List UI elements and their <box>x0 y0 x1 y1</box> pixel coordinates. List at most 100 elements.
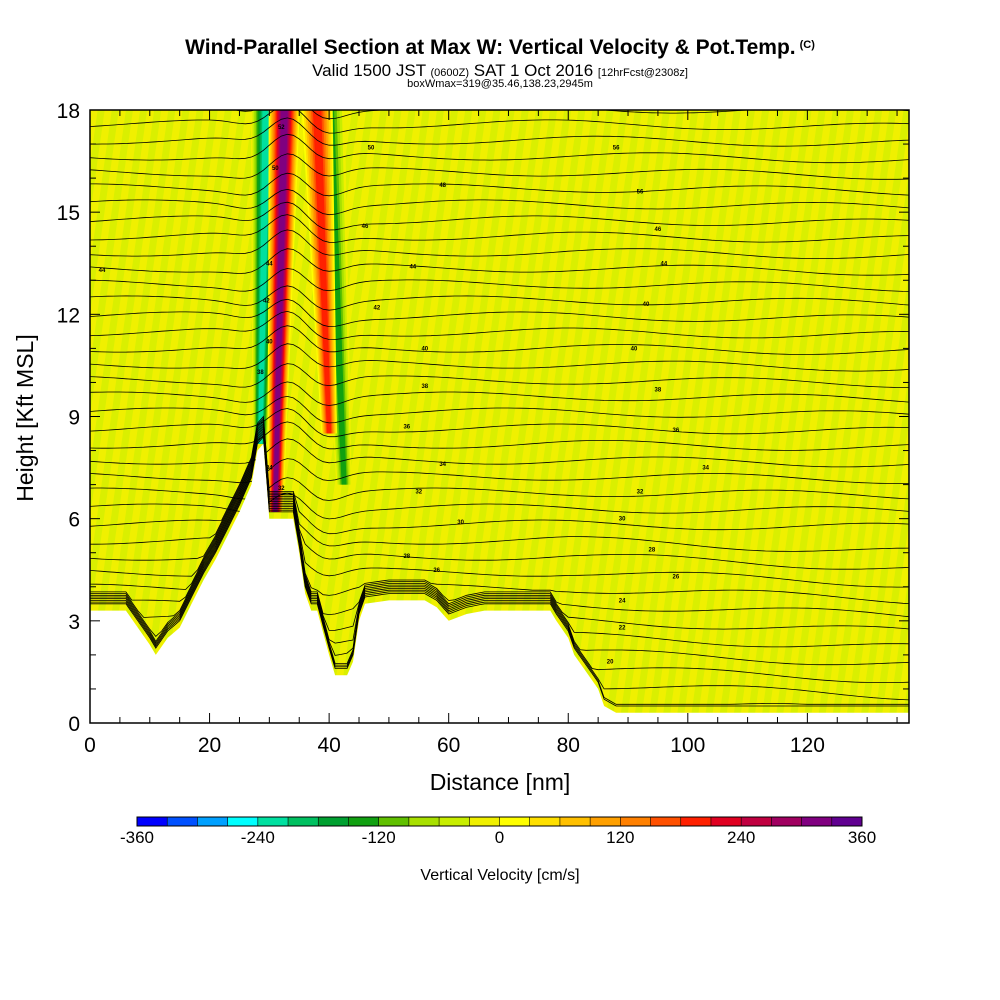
theta-label: 50 <box>272 166 279 172</box>
theta-contour-line <box>90 110 909 134</box>
valid-date: SAT 1 Oct 2016 <box>473 61 594 80</box>
colorbar-swatch <box>227 817 259 826</box>
theta-label: 32 <box>278 486 285 492</box>
theta-label: 56 <box>637 190 644 196</box>
y-tick-label: 15 <box>57 202 80 225</box>
theta-label: 44 <box>409 265 416 271</box>
x-tick-label: 60 <box>437 734 460 757</box>
colorbar-label: -360 <box>120 828 154 847</box>
colorbar-label: 0 <box>495 828 504 847</box>
theta-label: 30 <box>457 520 464 526</box>
theta-label: 42 <box>263 299 270 305</box>
theta-contour-line <box>90 432 909 701</box>
theta-label: 38 <box>655 387 662 393</box>
theta-label: 44 <box>99 268 106 274</box>
colorbar-swatch <box>378 817 410 826</box>
theta-contours <box>90 110 909 707</box>
theta-label: 44 <box>266 261 273 267</box>
colorbar-swatch <box>499 817 531 826</box>
colorbar-swatch <box>348 817 380 826</box>
colorbar-swatch <box>529 817 561 826</box>
terrain-mask <box>90 443 909 723</box>
theta-contour-line <box>90 408 909 438</box>
colorbar-swatch <box>650 817 682 826</box>
colorbar-swatch <box>288 817 319 826</box>
theta-contour-line <box>90 422 909 604</box>
forecast-info: [12hrFcst@2308z] <box>597 67 688 79</box>
theta-label: 26 <box>433 568 440 574</box>
theta-label: 40 <box>643 302 650 308</box>
x-tick-label: 80 <box>557 734 580 757</box>
theta-contour-line <box>90 417 909 552</box>
theta-label: 56 <box>613 146 620 152</box>
theta-label: 28 <box>403 554 410 560</box>
x-tick-label: 100 <box>670 734 705 757</box>
y-tick-label: 6 <box>68 509 80 532</box>
x-axis-title: Distance [nm] <box>430 769 571 795</box>
theta-label: 36 <box>403 425 410 431</box>
theta-label: 44 <box>661 261 668 267</box>
theta-label: 42 <box>374 306 381 312</box>
theta-contour-line <box>90 363 909 388</box>
theta-label: 38 <box>257 370 264 376</box>
title-unit: (C) <box>799 39 815 51</box>
colorbar-swatch <box>680 817 712 826</box>
colorbar-label: 360 <box>848 828 876 847</box>
theta-contour-line <box>90 229 909 259</box>
theta-contour-line <box>90 325 909 355</box>
x-tick-label: 40 <box>317 734 340 757</box>
theta-contour-line <box>90 310 909 341</box>
colorbar-swatch <box>167 817 198 826</box>
colorbar-label: -240 <box>241 828 275 847</box>
theta-label: 38 <box>421 384 428 390</box>
theta-contour-line <box>90 421 909 451</box>
theta-contour-line <box>90 477 909 501</box>
colorbar-swatch <box>590 817 621 826</box>
theta-label: 52 <box>278 125 285 131</box>
theta-contour-line <box>90 133 909 164</box>
theta-contour-line <box>90 438 909 468</box>
y-tick-label: 0 <box>68 713 80 736</box>
theta-label: 40 <box>421 346 428 352</box>
theta-contour-line <box>90 418 909 570</box>
theta-label: 40 <box>266 340 273 346</box>
colorbar-swatch <box>408 817 440 826</box>
theta-label: 32 <box>637 489 644 495</box>
colorbar-swatch <box>469 817 500 826</box>
theta-label: 32 <box>415 489 422 495</box>
x-tick-label: 120 <box>790 734 825 757</box>
theta-contour-line <box>90 430 909 683</box>
theta-label: 26 <box>673 575 680 581</box>
theta-label: 50 <box>368 146 375 152</box>
theta-label: 22 <box>619 626 626 632</box>
theta-contour-line <box>90 427 909 648</box>
theta-contour-line <box>90 172 909 197</box>
theta-contour-line <box>90 395 909 424</box>
y-tick-label: 9 <box>68 407 80 430</box>
theta-label: 24 <box>619 598 626 604</box>
theta-contour-line <box>90 117 909 147</box>
theta-contour-line <box>90 492 909 520</box>
wave-updraft-level <box>312 110 332 434</box>
theta-contour-line <box>90 153 909 180</box>
theta-contour-line <box>90 214 909 243</box>
colorbar-swatch <box>801 817 833 826</box>
theta-label: 40 <box>631 346 638 352</box>
theta-label: 34 <box>439 462 446 468</box>
theta-contour-line <box>90 298 909 328</box>
theta-label: 46 <box>362 224 369 230</box>
theta-contour-line <box>90 434 909 705</box>
theta-contour-line <box>90 248 909 276</box>
colorbar-swatch <box>559 817 591 826</box>
theta-contour-line <box>90 458 909 484</box>
valid-time: Valid 1500 JST <box>312 61 426 80</box>
theta-label: 46 <box>655 227 662 233</box>
colorbar-label: -120 <box>362 828 396 847</box>
plot-area: 44 50 56 48 56 46 46 44 44 42 40 40 40 38 38 36 36 34 34 32… <box>90 110 909 723</box>
chart-titles: Wind-Parallel Section at Max W: Vertical… <box>0 0 1000 100</box>
colorbar-swatch <box>257 817 289 826</box>
colorbar-swatch <box>197 817 229 826</box>
theta-label: 28 <box>649 547 656 553</box>
